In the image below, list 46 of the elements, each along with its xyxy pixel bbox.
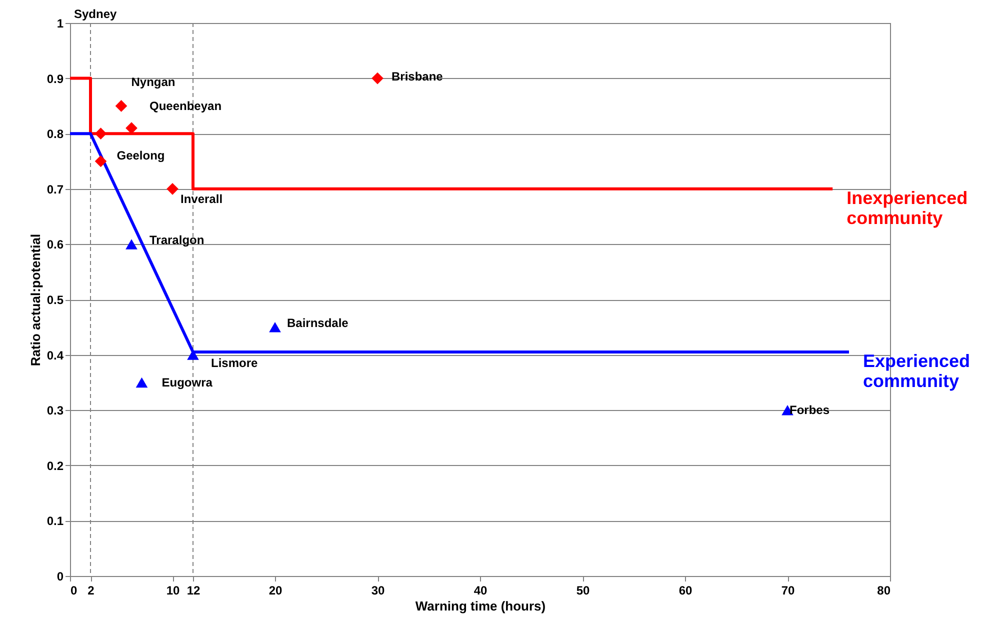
y-axis-title: Ratio actual:potential bbox=[28, 234, 43, 366]
x-tick-label: 0 bbox=[70, 584, 78, 598]
point bbox=[115, 100, 128, 112]
y-tick-label: 0.9 bbox=[46, 72, 64, 86]
x-tick-label: 30 bbox=[371, 584, 385, 598]
series-label: Experienced community bbox=[863, 351, 970, 392]
annotation: Queenbeyan bbox=[150, 99, 222, 114]
point bbox=[166, 182, 178, 195]
x-axis-title: Warning time (hours) bbox=[415, 598, 546, 614]
annotation: Forbes bbox=[790, 403, 830, 418]
y-tick-label: 0.8 bbox=[46, 127, 64, 142]
annotation: Lismore bbox=[211, 356, 258, 370]
annotation: Traralgon bbox=[150, 233, 204, 248]
text: Sydney bbox=[74, 7, 118, 21]
y-tick-label: 0.5 bbox=[46, 293, 64, 307]
x-tick-label: 10 bbox=[166, 584, 180, 598]
y-tick-label: 0.6 bbox=[46, 238, 64, 252]
point bbox=[136, 377, 148, 388]
y-tick-label: 0.7 bbox=[46, 182, 64, 196]
y-tick-label: 0.1 bbox=[46, 514, 64, 528]
y-tick-label: 0 bbox=[56, 570, 64, 584]
x-tick-label: 20 bbox=[268, 584, 282, 598]
annotation: Nyngan bbox=[131, 74, 176, 89]
y-tick-label: 0.3 bbox=[46, 404, 64, 418]
annotation: Geelong bbox=[116, 148, 165, 162]
point bbox=[94, 155, 107, 168]
y-tick-label: 0.4 bbox=[46, 348, 64, 362]
x-tick-label: 12 bbox=[186, 584, 200, 598]
x-tick-label: 50 bbox=[576, 584, 590, 598]
annotation: Inverall bbox=[180, 192, 223, 206]
annotation: Eugowra bbox=[162, 375, 213, 390]
series-label: Inexperienced community bbox=[846, 188, 968, 228]
x-tick-label: 70 bbox=[781, 584, 795, 598]
point bbox=[372, 72, 384, 84]
point bbox=[126, 122, 138, 134]
annotation: Bairnsdale bbox=[287, 316, 349, 330]
x-tick-label: 40 bbox=[474, 584, 488, 598]
x-tick-label: 60 bbox=[678, 584, 692, 598]
point bbox=[126, 239, 138, 250]
point bbox=[94, 128, 107, 140]
y-tick-label: 0.2 bbox=[46, 458, 64, 473]
x-tick-label: 80 bbox=[877, 584, 891, 598]
y-tick-label: 1 bbox=[56, 16, 64, 30]
x-tick-label: 2 bbox=[88, 584, 95, 598]
annotation: Brisbane bbox=[392, 69, 444, 84]
point bbox=[269, 322, 281, 332]
